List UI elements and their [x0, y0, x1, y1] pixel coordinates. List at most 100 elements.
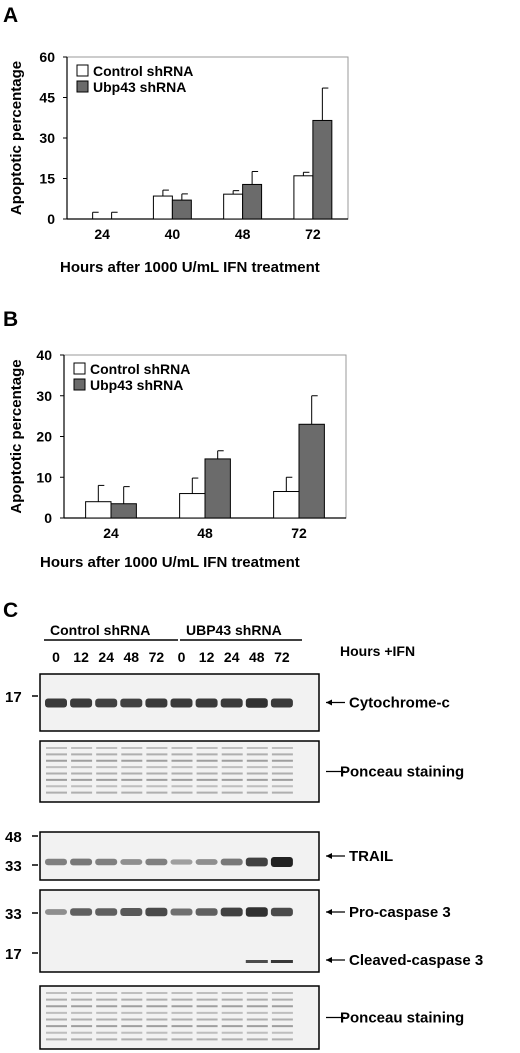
bar-ubp43: [204, 458, 231, 519]
ponceau-band: [171, 766, 193, 769]
band: [195, 908, 218, 916]
ponceau-band: [71, 766, 93, 769]
x-tick-label: 72: [291, 525, 307, 541]
ponceau-band: [271, 1011, 293, 1014]
lane-label: 12: [199, 649, 215, 665]
blot-label: Pro-caspase 3: [349, 904, 451, 921]
band: [45, 909, 67, 915]
ponceau-band: [46, 1038, 67, 1041]
band: [270, 907, 293, 917]
ponceau-band: [271, 1025, 293, 1028]
ponceau-band: [196, 747, 218, 749]
ponceau-band: [96, 1025, 118, 1028]
lane-label: 12: [73, 649, 89, 665]
y-tick-label: 40: [36, 347, 52, 363]
ponceau-band: [121, 1025, 143, 1028]
ponceau-band: [171, 1031, 193, 1034]
bar-ubp43: [110, 503, 137, 519]
band: [120, 908, 143, 916]
ponceau-band: [71, 1038, 93, 1041]
ponceau-band: [171, 778, 193, 781]
ponceau-band: [146, 778, 168, 781]
band: [95, 698, 118, 708]
ponceau-band: [71, 753, 93, 756]
y-axis-title: Apoptotic percentage: [8, 61, 25, 215]
ponceau-band: [171, 1025, 193, 1028]
blot-label: Cleaved-caspase 3: [349, 952, 483, 969]
ponceau-band: [96, 998, 118, 1001]
band: [170, 859, 193, 865]
ponceau-band: [96, 1011, 118, 1014]
band: [220, 907, 243, 917]
ponceau-band: [246, 1031, 268, 1034]
ponceau-band: [121, 753, 143, 756]
ponceau-band: [146, 1031, 168, 1034]
ponceau-band: [121, 1005, 143, 1008]
blot-frame: [39, 889, 320, 973]
band: [120, 859, 143, 865]
ponceau-band: [96, 766, 118, 769]
ponceau-band: [121, 1018, 143, 1021]
bar-ubp43: [242, 183, 263, 220]
legend-swatch: [76, 80, 89, 93]
ponceau-band: [271, 785, 293, 788]
ponceau-band: [171, 759, 193, 762]
group-label-ubp43: UBP43 shRNA: [186, 622, 282, 638]
ponceau-band: [146, 1038, 168, 1041]
ponceau-band: [246, 1011, 268, 1014]
ponceau-band: [171, 753, 193, 756]
ponceau-band: [96, 1018, 118, 1021]
ponceau-band: [271, 766, 293, 769]
x-tick-label: 24: [94, 226, 110, 242]
arrow-head: [326, 957, 332, 963]
band: [195, 859, 218, 865]
ponceau-band: [221, 998, 243, 1001]
x-tick-label: 48: [235, 226, 251, 242]
ponceau-band: [46, 778, 67, 781]
legend-swatch: [73, 378, 86, 391]
band: [220, 698, 243, 708]
ponceau-band: [221, 1011, 243, 1014]
ponceau-band: [246, 772, 268, 775]
ponceau-band: [71, 747, 93, 749]
ponceau-band: [196, 1005, 218, 1008]
ponceau-band: [196, 1018, 218, 1021]
band: [270, 857, 293, 867]
ponceau-band: [246, 998, 268, 1001]
hours-label: Hours +IFN: [340, 643, 415, 659]
band: [45, 698, 67, 708]
ponceau-band: [271, 1038, 293, 1041]
ponceau-band: [196, 1031, 218, 1034]
band: [270, 698, 293, 708]
ponceau-band: [146, 759, 168, 762]
ponceau-band: [96, 1038, 118, 1041]
ponceau-band: [221, 1025, 243, 1028]
ponceau-band: [171, 1018, 193, 1021]
arrow-head: [326, 699, 332, 706]
ponceau-band: [221, 791, 243, 794]
ponceau-band: [246, 778, 268, 781]
band: [70, 698, 93, 708]
bar-control: [179, 493, 206, 519]
ponceau-band: [221, 1031, 243, 1034]
ponceau-band: [71, 778, 93, 781]
band: [245, 907, 268, 917]
ponceau-band: [96, 753, 118, 756]
ponceau-band: [71, 1031, 93, 1034]
y-tick-label: 30: [39, 130, 55, 146]
y-tick-label: 30: [36, 388, 52, 404]
band: [95, 858, 118, 866]
lane-label: 0: [52, 649, 60, 665]
ponceau-band: [271, 1031, 293, 1034]
mw-marker-label: 17: [5, 946, 22, 963]
ponceau-band: [121, 1011, 143, 1014]
band: [145, 907, 168, 917]
blot-strip: Pro-caspase 3 Cleaved-caspase 3 33 17: [5, 889, 483, 973]
band: [195, 698, 218, 708]
ponceau-band: [171, 785, 193, 788]
mw-marker-label: 48: [5, 829, 22, 846]
band: [245, 698, 268, 708]
ponceau-band: [196, 766, 218, 769]
ponceau-band: [146, 766, 168, 769]
